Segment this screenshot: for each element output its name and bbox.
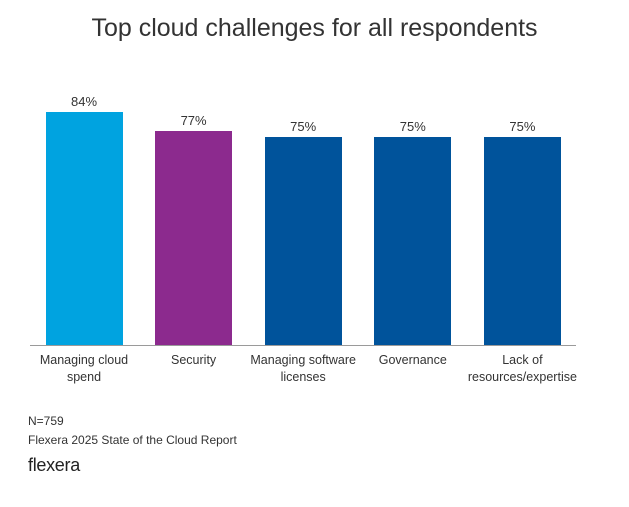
bar bbox=[45, 111, 123, 345]
x-tick-label: Managing software licenses bbox=[250, 353, 356, 384]
value-label: 75% bbox=[399, 118, 426, 134]
bar bbox=[264, 136, 342, 345]
x-tick-label: Managing cloud spend bbox=[39, 353, 129, 384]
baseline bbox=[30, 345, 576, 346]
bar bbox=[155, 131, 233, 345]
value-label: 75% bbox=[290, 118, 317, 134]
value-label: 84% bbox=[70, 93, 98, 109]
chart-title: Top cloud challenges for all respondents bbox=[91, 14, 538, 42]
sample-note: N=759 bbox=[28, 414, 64, 428]
source-note: Flexera 2025 State of the Cloud Report bbox=[28, 433, 237, 447]
value-label: 75% bbox=[509, 118, 536, 134]
x-tick-label: Security bbox=[171, 353, 217, 367]
logo: flexera bbox=[28, 455, 80, 475]
bar bbox=[483, 136, 561, 345]
value-label: 77% bbox=[180, 113, 207, 129]
x-tick-label: Governance bbox=[378, 353, 447, 367]
x-tick-label: Lack of resources/expertise bbox=[467, 353, 577, 384]
bar bbox=[374, 136, 452, 345]
